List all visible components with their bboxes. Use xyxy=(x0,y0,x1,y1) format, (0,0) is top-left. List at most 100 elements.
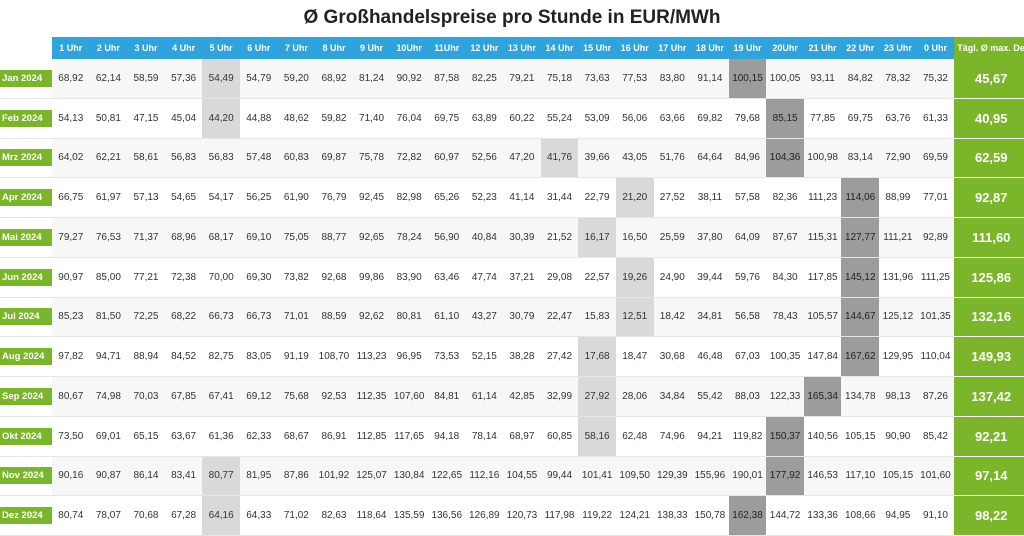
price-cell: 61,33 xyxy=(916,98,955,139)
price-cell: 112,85 xyxy=(352,416,391,457)
price-cell: 111,25 xyxy=(916,257,955,298)
month-cell: Okt 2024 xyxy=(0,416,52,457)
hour-header: 12 Uhr xyxy=(465,37,504,59)
max-price-cell: 144,67 xyxy=(841,297,880,338)
month-label: Nov 2024 xyxy=(0,467,52,485)
price-cell: 113,23 xyxy=(352,336,391,377)
price-cell: 77,21 xyxy=(127,257,165,298)
price-cell: 92,68 xyxy=(315,257,353,298)
price-cell: 140,56 xyxy=(803,416,842,457)
price-cell: 27,42 xyxy=(540,336,579,377)
price-cell: 54,17 xyxy=(202,177,240,218)
max-price-cell: 165,34 xyxy=(803,376,842,417)
hour-header: 17 Uhr xyxy=(653,37,692,59)
price-cell: 64,09 xyxy=(728,217,767,258)
price-cell: 64,64 xyxy=(691,138,729,179)
price-cell: 56,83 xyxy=(202,138,240,179)
min-price-cell: 27,92 xyxy=(578,376,616,417)
price-cell: 43,05 xyxy=(615,138,654,179)
price-cell: 111,23 xyxy=(803,177,842,218)
hour-header: 20Uhr xyxy=(766,37,804,59)
min-price-cell: 44,20 xyxy=(202,98,240,139)
price-cell: 84,82 xyxy=(841,59,880,99)
price-cell: 66,73 xyxy=(202,297,240,338)
price-cell: 104,55 xyxy=(503,456,541,497)
price-cell: 136,56 xyxy=(427,495,466,536)
price-cell: 118,64 xyxy=(352,495,391,536)
hour-header: 21 Uhr xyxy=(803,37,842,59)
table-row: Mrz 2024 64,02 62,21 58,61 56,83 56,83 57,48 60… xyxy=(0,138,1024,179)
max-price-cell: 104,36 xyxy=(766,138,804,179)
price-cell: 31,44 xyxy=(540,177,579,218)
min-price-cell: 21,20 xyxy=(615,177,654,218)
max-price-cell: 150,37 xyxy=(766,416,804,457)
price-cell: 61,10 xyxy=(427,297,466,338)
price-cell: 30,79 xyxy=(503,297,541,338)
price-cell: 100,35 xyxy=(766,336,804,377)
price-cell: 82,36 xyxy=(766,177,804,218)
hour-header: 19 Uhr xyxy=(728,37,767,59)
price-cell: 96,95 xyxy=(390,336,428,377)
price-cell: 91,10 xyxy=(916,495,955,536)
price-cell: 50,81 xyxy=(89,98,128,139)
price-cell: 29,08 xyxy=(540,257,579,298)
price-cell: 94,18 xyxy=(427,416,466,457)
price-cell: 30,39 xyxy=(503,217,541,258)
price-cell: 18,42 xyxy=(653,297,692,338)
max-price-cell: 167,62 xyxy=(841,336,880,377)
price-cell: 77,01 xyxy=(916,177,955,218)
price-cell: 92,62 xyxy=(352,297,391,338)
price-cell: 64,02 xyxy=(52,138,90,179)
price-cell: 138,33 xyxy=(653,495,692,536)
price-cell: 69,01 xyxy=(89,416,128,457)
price-cell: 57,48 xyxy=(239,138,278,179)
price-cell: 81,95 xyxy=(239,456,278,497)
table-row: Mai 2024 79,27 76,53 71,37 68,96 68,17 69,10 75… xyxy=(0,217,1024,258)
month-label: Dez 2024 xyxy=(0,507,52,525)
month-label: Jun 2024 xyxy=(0,268,52,286)
month-cell: Dez 2024 xyxy=(0,495,52,536)
price-cell: 99,86 xyxy=(352,257,391,298)
price-cell: 115,31 xyxy=(803,217,842,258)
price-cell: 46,48 xyxy=(691,336,729,377)
hour-header: 7 Uhr xyxy=(277,37,316,59)
price-cell: 22,47 xyxy=(540,297,579,338)
price-cell: 75,32 xyxy=(916,59,955,99)
price-cell: 72,25 xyxy=(127,297,165,338)
price-cell: 69,30 xyxy=(239,257,278,298)
price-cell: 69,75 xyxy=(427,98,466,139)
delta-cell: 97,14 xyxy=(954,456,1024,497)
price-cell: 62,14 xyxy=(89,59,128,99)
price-cell: 83,05 xyxy=(239,336,278,377)
price-cell: 54,65 xyxy=(164,177,203,218)
price-cell: 129,39 xyxy=(653,456,692,497)
min-price-cell: 64,16 xyxy=(202,495,240,536)
price-cell: 105,57 xyxy=(803,297,842,338)
min-price-cell: 12,51 xyxy=(615,297,654,338)
price-cell: 54,13 xyxy=(52,98,90,139)
price-cell: 107,60 xyxy=(390,376,428,417)
month-cell: Aug 2024 xyxy=(0,336,52,377)
price-cell: 101,60 xyxy=(916,456,955,497)
min-price-cell: 19,26 xyxy=(615,257,654,298)
header-corner xyxy=(0,37,52,59)
month-label: Jul 2024 xyxy=(0,308,52,326)
price-cell: 72,90 xyxy=(879,138,917,179)
price-cell: 122,65 xyxy=(427,456,466,497)
price-cell: 83,41 xyxy=(164,456,203,497)
table-row: Jan 2024 68,92 62,14 58,59 57,36 54,49 54,79 59… xyxy=(0,59,1024,99)
price-cell: 87,58 xyxy=(427,59,466,99)
price-cell: 119,82 xyxy=(728,416,767,457)
price-cell: 72,82 xyxy=(390,138,428,179)
price-table: 1 Uhr 2 Uhr 3 Uhr 4 Uhr 5 Uhr 6 Uhr 7 Uhr 8 Uhr… xyxy=(0,37,1024,536)
price-cell: 94,21 xyxy=(691,416,729,457)
price-cell: 79,68 xyxy=(728,98,767,139)
price-cell: 56,25 xyxy=(239,177,278,218)
month-cell: Mrz 2024 xyxy=(0,138,52,179)
price-cell: 60,83 xyxy=(277,138,316,179)
price-cell: 135,59 xyxy=(390,495,428,536)
price-cell: 57,36 xyxy=(164,59,203,99)
price-cell: 15,83 xyxy=(578,297,616,338)
price-cell: 55,42 xyxy=(691,376,729,417)
price-cell: 27,52 xyxy=(653,177,692,218)
